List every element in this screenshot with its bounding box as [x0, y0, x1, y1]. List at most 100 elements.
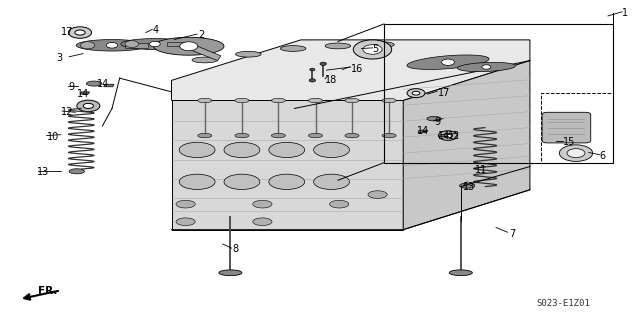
Ellipse shape	[368, 191, 387, 198]
Circle shape	[438, 131, 458, 140]
Text: 14: 14	[438, 131, 451, 141]
Text: 11: 11	[475, 165, 487, 175]
Ellipse shape	[369, 42, 394, 48]
Text: 14: 14	[417, 126, 429, 137]
Ellipse shape	[235, 133, 249, 138]
Ellipse shape	[192, 57, 218, 63]
Polygon shape	[121, 39, 189, 49]
Polygon shape	[418, 130, 428, 132]
Polygon shape	[427, 116, 441, 121]
Polygon shape	[80, 92, 90, 94]
Polygon shape	[458, 63, 515, 71]
Circle shape	[353, 40, 392, 59]
Circle shape	[83, 103, 93, 108]
Polygon shape	[69, 169, 84, 174]
Ellipse shape	[314, 142, 349, 158]
Text: 7: 7	[509, 228, 515, 239]
Circle shape	[180, 42, 198, 51]
Circle shape	[125, 41, 139, 48]
Polygon shape	[403, 61, 530, 230]
Polygon shape	[407, 55, 489, 70]
Circle shape	[150, 41, 160, 47]
Polygon shape	[439, 135, 448, 137]
Ellipse shape	[314, 174, 349, 189]
Circle shape	[407, 89, 425, 98]
Text: 18: 18	[325, 75, 337, 85]
Text: 3: 3	[56, 53, 63, 63]
Ellipse shape	[269, 174, 305, 189]
Ellipse shape	[253, 200, 272, 208]
Text: 5: 5	[372, 44, 379, 55]
Ellipse shape	[308, 133, 323, 138]
Text: 15: 15	[563, 137, 575, 147]
Ellipse shape	[219, 270, 242, 276]
Ellipse shape	[449, 270, 472, 276]
Polygon shape	[86, 81, 102, 86]
Text: 6: 6	[600, 151, 606, 161]
Text: 13: 13	[463, 182, 476, 192]
Circle shape	[106, 42, 118, 48]
Text: 17: 17	[438, 87, 451, 98]
Text: 4: 4	[152, 25, 159, 35]
Polygon shape	[172, 100, 403, 230]
Ellipse shape	[271, 133, 285, 138]
Ellipse shape	[224, 142, 260, 158]
Circle shape	[363, 45, 382, 54]
Text: 12: 12	[448, 130, 460, 141]
Circle shape	[77, 100, 100, 112]
Ellipse shape	[176, 200, 195, 208]
Circle shape	[310, 68, 315, 71]
Polygon shape	[167, 42, 189, 46]
Ellipse shape	[269, 142, 305, 158]
Ellipse shape	[325, 43, 351, 49]
Text: 10: 10	[47, 132, 59, 142]
Text: 12: 12	[61, 107, 73, 117]
Polygon shape	[125, 43, 148, 48]
Ellipse shape	[345, 133, 359, 138]
Circle shape	[567, 149, 585, 158]
Circle shape	[412, 91, 420, 95]
Ellipse shape	[382, 98, 396, 103]
Circle shape	[444, 133, 452, 138]
Circle shape	[320, 62, 326, 65]
Text: 17: 17	[61, 27, 73, 37]
Ellipse shape	[253, 218, 272, 226]
FancyBboxPatch shape	[542, 112, 591, 143]
Ellipse shape	[198, 133, 212, 138]
Circle shape	[68, 27, 92, 38]
Circle shape	[442, 59, 454, 65]
Text: 16: 16	[351, 63, 363, 74]
Ellipse shape	[280, 46, 306, 51]
Ellipse shape	[198, 98, 212, 103]
Ellipse shape	[224, 174, 260, 189]
Circle shape	[81, 42, 95, 49]
Polygon shape	[76, 40, 148, 51]
Ellipse shape	[179, 174, 215, 189]
Text: 1: 1	[622, 8, 628, 18]
Ellipse shape	[236, 51, 261, 57]
Text: 8: 8	[232, 244, 239, 255]
Ellipse shape	[179, 142, 215, 158]
Text: 9: 9	[68, 82, 75, 93]
Text: 9: 9	[434, 117, 440, 127]
Circle shape	[75, 30, 85, 35]
Polygon shape	[172, 40, 530, 100]
Ellipse shape	[235, 98, 249, 103]
Ellipse shape	[176, 218, 195, 226]
Ellipse shape	[308, 98, 323, 103]
Ellipse shape	[271, 98, 285, 103]
Ellipse shape	[345, 98, 359, 103]
Text: S023-E1Z01: S023-E1Z01	[536, 299, 590, 308]
Text: 2: 2	[198, 30, 205, 40]
Polygon shape	[191, 45, 221, 61]
Polygon shape	[104, 84, 114, 87]
Circle shape	[559, 145, 593, 161]
Text: 14: 14	[97, 79, 109, 89]
Ellipse shape	[382, 133, 396, 138]
Ellipse shape	[330, 200, 349, 208]
Polygon shape	[154, 37, 224, 55]
Circle shape	[309, 79, 316, 82]
Text: 13: 13	[37, 167, 49, 177]
Circle shape	[482, 65, 491, 69]
Text: 14: 14	[77, 89, 89, 99]
